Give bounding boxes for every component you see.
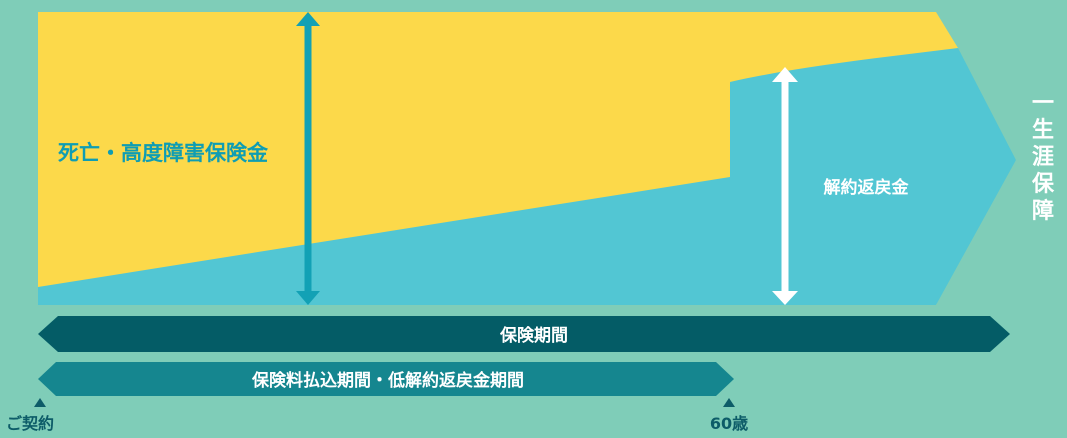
premium-payment-period-bar bbox=[38, 362, 734, 396]
lifetime-coverage-label: 一生涯保障 bbox=[1031, 91, 1055, 224]
coverage-period-bar bbox=[38, 316, 1010, 352]
coverage-period-label: 保険期間 bbox=[499, 325, 568, 346]
surrender-value-arrow bbox=[772, 67, 798, 305]
contract-start-marker-icon bbox=[34, 398, 46, 407]
surrender-value-area bbox=[38, 48, 1016, 305]
age-60-label: 60歳 bbox=[710, 414, 748, 433]
age-60-marker-icon bbox=[723, 398, 735, 407]
surrender-value-label: 解約返戻金 bbox=[824, 177, 910, 198]
contract-start-label: ご契約 bbox=[6, 414, 54, 433]
death-benefit-arrow bbox=[296, 12, 320, 305]
premium-payment-period-label: 保険料払込期間・低解約返戻金期間 bbox=[251, 370, 524, 391]
death-benefit-label: 死亡・高度障害保険金 bbox=[58, 141, 269, 165]
